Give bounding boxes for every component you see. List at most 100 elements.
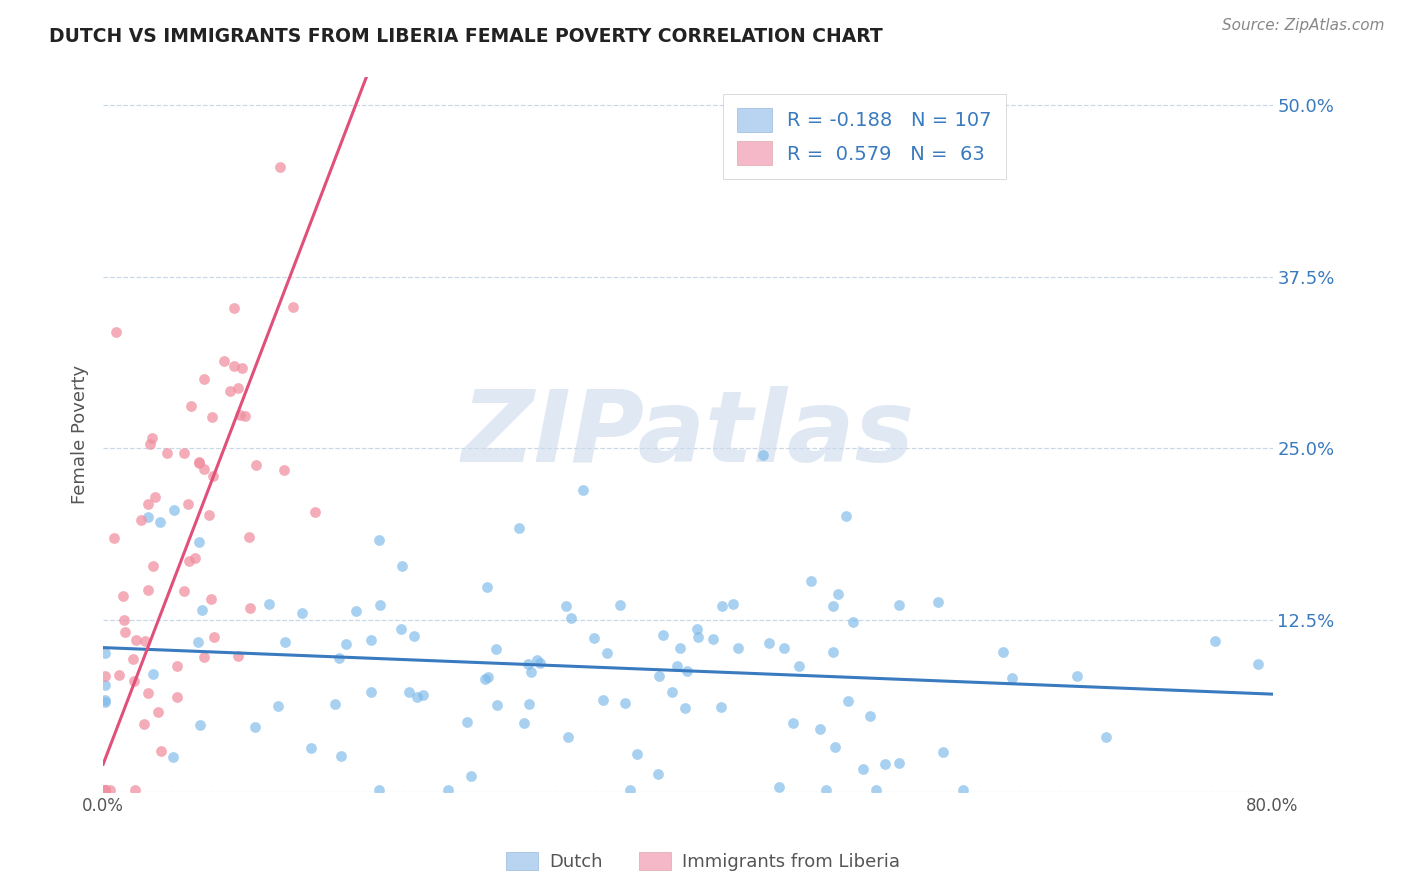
Point bbox=[661, 684, 683, 698]
Point bbox=[245, 458, 267, 473]
Point bbox=[1094, 730, 1116, 744]
Point bbox=[281, 300, 304, 314]
Point bbox=[647, 669, 669, 683]
Point bbox=[808, 723, 831, 737]
Point bbox=[142, 667, 165, 681]
Point bbox=[821, 645, 844, 659]
Point bbox=[842, 615, 865, 629]
Point bbox=[93, 783, 115, 797]
Point bbox=[555, 599, 578, 613]
Point bbox=[330, 748, 353, 763]
Point bbox=[142, 559, 165, 574]
Point bbox=[93, 678, 115, 692]
Point bbox=[193, 462, 215, 476]
Point bbox=[560, 611, 582, 625]
Point bbox=[772, 641, 794, 656]
Point bbox=[837, 694, 859, 708]
Legend: R = -0.188   N = 107, R =  0.579   N =  63: R = -0.188 N = 107, R = 0.579 N = 63 bbox=[723, 95, 1005, 178]
Point bbox=[370, 599, 392, 613]
Point bbox=[626, 747, 648, 761]
Point bbox=[669, 641, 692, 656]
Point bbox=[114, 625, 136, 640]
Point bbox=[198, 508, 221, 523]
Point bbox=[125, 632, 148, 647]
Point bbox=[686, 622, 709, 636]
Point bbox=[859, 709, 882, 723]
Point bbox=[932, 745, 955, 759]
Point bbox=[93, 668, 115, 682]
Point bbox=[344, 604, 367, 618]
Point bbox=[412, 688, 434, 702]
Point bbox=[727, 640, 749, 655]
Point bbox=[108, 667, 131, 681]
Point bbox=[143, 490, 166, 504]
Point bbox=[226, 381, 249, 395]
Point bbox=[136, 582, 159, 597]
Point bbox=[139, 437, 162, 451]
Point bbox=[233, 409, 256, 423]
Point bbox=[1247, 657, 1270, 672]
Point bbox=[437, 783, 460, 797]
Point bbox=[136, 686, 159, 700]
Point bbox=[477, 670, 499, 684]
Point bbox=[800, 574, 823, 588]
Point bbox=[389, 622, 412, 636]
Point bbox=[93, 646, 115, 660]
Point bbox=[93, 696, 115, 710]
Point bbox=[177, 497, 200, 511]
Point bbox=[557, 730, 579, 744]
Point bbox=[267, 698, 290, 713]
Point bbox=[219, 384, 242, 398]
Point bbox=[486, 698, 509, 712]
Point bbox=[702, 632, 724, 646]
Point bbox=[614, 696, 637, 710]
Point bbox=[827, 587, 849, 601]
Point bbox=[200, 591, 222, 606]
Point bbox=[214, 354, 236, 368]
Point bbox=[402, 629, 425, 643]
Point bbox=[93, 692, 115, 706]
Point bbox=[111, 589, 134, 603]
Text: DUTCH VS IMMIGRANTS FROM LIBERIA FEMALE POVERTY CORRELATION CHART: DUTCH VS IMMIGRANTS FROM LIBERIA FEMALE … bbox=[49, 27, 883, 45]
Point bbox=[609, 598, 631, 612]
Point bbox=[647, 766, 669, 780]
Point bbox=[676, 664, 699, 678]
Point bbox=[226, 648, 249, 663]
Point bbox=[710, 700, 733, 714]
Point bbox=[122, 652, 145, 666]
Point bbox=[592, 693, 614, 707]
Point bbox=[328, 651, 350, 665]
Point bbox=[124, 783, 146, 797]
Point bbox=[129, 513, 152, 527]
Text: Source: ZipAtlas.com: Source: ZipAtlas.com bbox=[1222, 18, 1385, 33]
Point bbox=[187, 455, 209, 469]
Point bbox=[406, 690, 429, 705]
Point bbox=[323, 697, 346, 711]
Point bbox=[243, 720, 266, 734]
Point bbox=[456, 714, 478, 729]
Point bbox=[758, 635, 780, 649]
Point bbox=[927, 595, 949, 609]
Point bbox=[596, 646, 619, 660]
Point bbox=[686, 630, 709, 644]
Point bbox=[201, 410, 224, 425]
Point bbox=[98, 783, 121, 797]
Point bbox=[651, 628, 673, 642]
Point bbox=[517, 697, 540, 711]
Point bbox=[367, 783, 389, 797]
Point bbox=[141, 431, 163, 445]
Y-axis label: Female Poverty: Female Poverty bbox=[72, 365, 89, 504]
Point bbox=[582, 632, 605, 646]
Point bbox=[136, 510, 159, 524]
Point bbox=[93, 783, 115, 797]
Point bbox=[508, 520, 530, 534]
Point bbox=[224, 301, 246, 315]
Point bbox=[187, 635, 209, 649]
Point bbox=[202, 630, 225, 644]
Point bbox=[134, 634, 156, 648]
Point bbox=[513, 715, 536, 730]
Point bbox=[132, 716, 155, 731]
Point bbox=[529, 656, 551, 670]
Point bbox=[269, 160, 291, 174]
Point bbox=[149, 516, 172, 530]
